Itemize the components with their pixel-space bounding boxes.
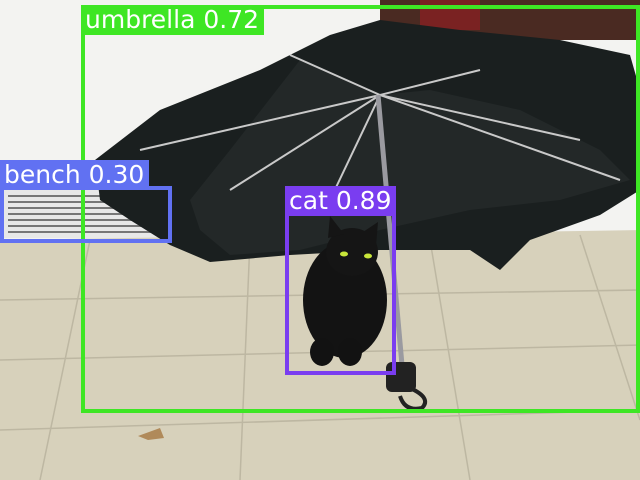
umbrella-label: umbrella 0.72: [81, 5, 264, 35]
cat-figure: [303, 216, 387, 366]
bench-bounding-box[interactable]: [0, 186, 172, 243]
bench-label: bench 0.30: [0, 160, 150, 190]
cat-bounding-box[interactable]: [285, 212, 396, 375]
cat-label: cat 0.89: [285, 186, 397, 216]
umbrella-bounding-box[interactable]: [81, 5, 640, 413]
umbrella-shaft: [375, 94, 405, 366]
